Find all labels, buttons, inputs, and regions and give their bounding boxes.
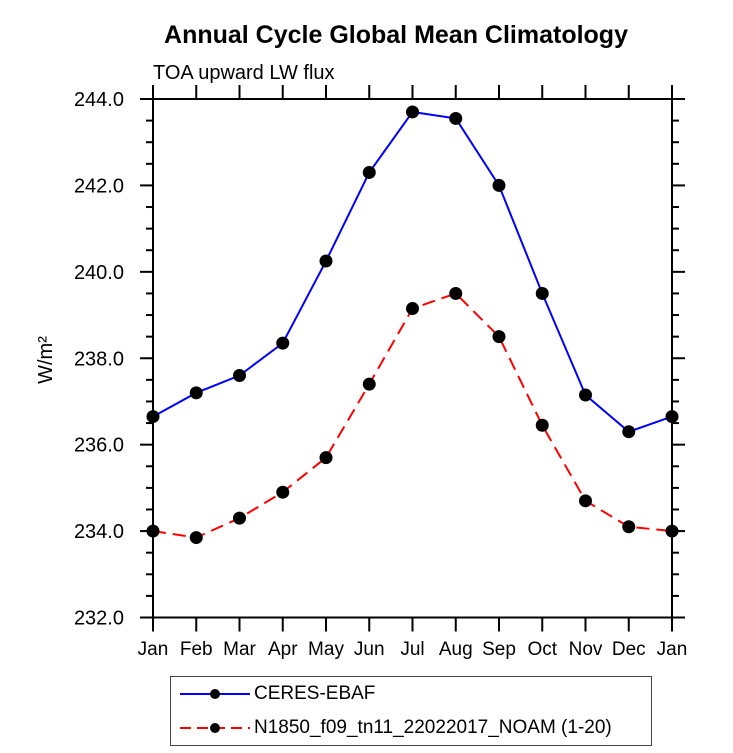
legend-item: N1850_f09_tn11_22022017_NOAM (1-20) [171, 716, 651, 740]
x-tick-label: Feb [180, 639, 213, 660]
legend-label: CERES-EBAF [254, 683, 376, 704]
data-point [535, 418, 549, 432]
data-point [622, 425, 636, 439]
x-tick-label: Jan [138, 639, 169, 660]
legend-box: CERES-EBAF N1850_f09_tn11_22022017_NOAM … [170, 676, 652, 746]
y-tick-label: 234.0 [74, 521, 124, 543]
data-point [189, 386, 203, 400]
y-axis-title: W/m² [35, 336, 57, 384]
chart-title: Annual Cycle Global Mean Climatology [164, 21, 628, 49]
x-tick-label: Mar [223, 639, 256, 660]
legend-line-sample [180, 689, 250, 699]
x-tick-label: Jul [400, 639, 424, 660]
data-point [406, 105, 419, 119]
data-point [319, 254, 333, 268]
data-point [233, 369, 246, 383]
series-line-0 [152, 110, 673, 433]
legend-label: N1850_f09_tn11_22022017_NOAM (1-20) [254, 717, 612, 738]
data-point [492, 178, 506, 192]
data-point [276, 336, 290, 350]
x-tick-label: Nov [569, 639, 603, 660]
x-tick-label: Jun [354, 639, 385, 660]
data-point [665, 410, 679, 424]
data-point [622, 520, 636, 534]
x-tick-label: Apr [268, 639, 298, 660]
data-point [362, 377, 376, 391]
x-tick-label: Oct [527, 639, 557, 660]
data-point [146, 410, 160, 424]
data-point [665, 524, 679, 538]
data-point [362, 165, 376, 179]
x-tick-label: May [308, 639, 344, 660]
y-tick-label: 240.0 [74, 262, 124, 284]
legend-marker-icon [210, 689, 220, 699]
data-point [579, 388, 592, 402]
data-point [449, 111, 463, 125]
x-tick-label: Dec [612, 639, 646, 660]
data-point [319, 451, 333, 465]
x-tick-label: Sep [482, 639, 516, 660]
legend-marker-icon [210, 723, 220, 733]
data-point [579, 494, 592, 508]
legend-line-sample [180, 723, 250, 733]
y-tick-label: 244.0 [74, 89, 124, 111]
data-point [406, 302, 419, 316]
data-point [189, 531, 203, 545]
data-point [146, 524, 160, 538]
legend-item: CERES-EBAF [171, 682, 651, 706]
plot-frame [152, 98, 673, 619]
chart-subtitle: TOA upward LW flux [153, 62, 335, 84]
plot-area: 232.0 234.0 236.0 238.0 240.0 242.0 244.0 Jan Fe… [74, 85, 687, 660]
x-tick-label: Jan [657, 639, 688, 660]
data-point [449, 286, 463, 300]
y-tick-label: 232.0 [74, 608, 124, 630]
y-tick-label: 238.0 [74, 348, 124, 370]
series-line-1 [152, 292, 673, 539]
data-point [535, 286, 549, 300]
data-point [276, 485, 290, 499]
x-tick-label: Aug [439, 639, 473, 660]
data-point [233, 511, 246, 525]
y-tick-label: 242.0 [74, 175, 124, 197]
y-tick-label: 236.0 [74, 435, 124, 457]
data-point [492, 330, 506, 344]
